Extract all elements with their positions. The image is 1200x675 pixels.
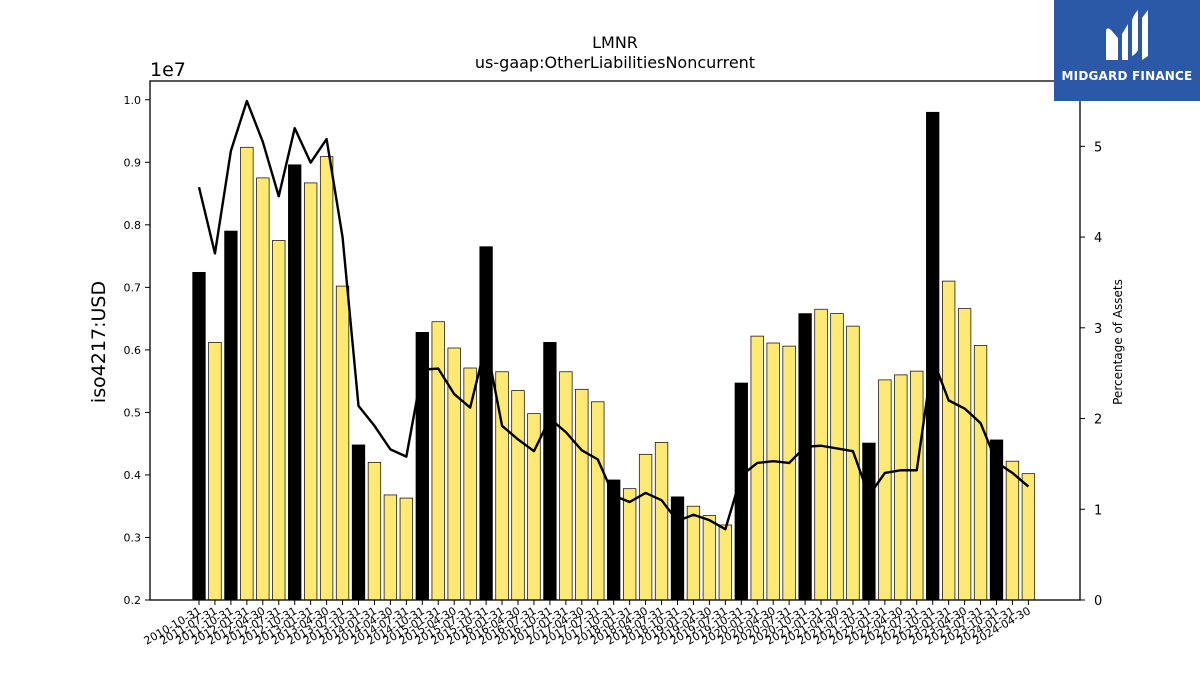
bar-2010-10-31 (192, 271, 206, 601)
bar-2023-07-31 (973, 345, 988, 601)
bar-2016-10-31 (543, 342, 557, 601)
y-tick-label: 0.3 (124, 531, 142, 544)
bar-2014-01-31 (367, 462, 382, 601)
bar-2015-01-31 (431, 321, 445, 601)
y2-axis-label: Percentage of Assets (1111, 279, 1125, 405)
y-tick-label: 0.8 (124, 219, 142, 232)
y2-tick-label: 2 (1094, 413, 1102, 428)
bar-2018-04-30 (638, 453, 653, 601)
y2-tick-label: 4 (1094, 231, 1102, 246)
y-axis-label: iso4217:USD (88, 281, 110, 403)
bar-2012-04-30 (256, 177, 270, 601)
bar-2014-04-30 (383, 494, 398, 601)
y-tick-label: 0.7 (124, 281, 142, 294)
bar-2014-07-31 (399, 497, 413, 601)
bar-2013-04-30 (319, 156, 334, 601)
y-tick-label: 0.9 (124, 156, 142, 169)
bar-2012-07-31 (272, 240, 286, 601)
bar-2017-07-31 (591, 401, 605, 601)
bar-2011-10-31 (224, 230, 238, 601)
y-tick-label: 0.5 (124, 406, 142, 419)
chart-title: LMNR (592, 33, 638, 52)
logo-text: MIDGARD FINANCE (1061, 69, 1193, 83)
bar-2012-01-31 (240, 146, 254, 601)
bar-2015-10-31 (479, 246, 493, 601)
logo: MIDGARD FINANCE (1054, 0, 1200, 101)
bar-2019-07-31 (718, 524, 732, 601)
bar-2022-10-31 (926, 111, 940, 601)
bar-2019-04-30 (702, 515, 717, 601)
y-offset-label: 1e7 (150, 59, 186, 81)
bar-2022-01-31 (878, 379, 892, 601)
chart-subtitle: us-gaap:OtherLiabilitiesNoncurrent (475, 53, 755, 72)
y-tick-label: 1.0 (124, 94, 142, 107)
bar-2023-01-31 (941, 280, 956, 601)
bar-2021-04-30 (830, 313, 844, 601)
y-tick-label: 0.2 (124, 594, 142, 607)
bar-2011-07-31 (208, 342, 222, 601)
bar-2020-04-30 (766, 342, 780, 601)
y2-tick-label: 5 (1094, 140, 1102, 155)
bar-2020-01-31 (750, 335, 764, 601)
bar-2018-01-31 (622, 488, 637, 601)
bar-2024-04-30 (1021, 473, 1036, 601)
bar-2013-07-31 (335, 285, 350, 601)
bar-2021-10-31 (862, 442, 876, 601)
y-tick-label: 0.4 (124, 469, 142, 482)
bar-2016-04-30 (511, 390, 525, 601)
bar-2022-07-31 (910, 370, 924, 601)
bar-2013-10-31 (351, 444, 366, 601)
bar-2018-10-31 (670, 496, 685, 601)
percentage-line (197, 99, 1030, 531)
bar-2017-04-30 (575, 388, 589, 601)
bar-2012-10-31 (288, 164, 302, 601)
y2-tick-label: 3 (1094, 322, 1102, 337)
bar-2017-01-31 (559, 371, 573, 601)
y-tick-label: 0.6 (124, 344, 142, 357)
bar-2019-01-31 (686, 505, 701, 601)
bar-2018-07-31 (654, 442, 669, 601)
plot-frame (149, 80, 1081, 601)
bar-2021-01-31 (814, 308, 828, 601)
y2-tick-label: 0 (1094, 594, 1102, 609)
bar-2020-10-31 (798, 313, 812, 601)
bar-2024-01-31 (1005, 460, 1020, 601)
bar-2023-04-30 (957, 308, 972, 601)
y2-tick-label: 1 (1094, 503, 1102, 518)
midgard-logo-icon (1106, 10, 1148, 60)
bar-2013-01-31 (304, 182, 318, 601)
bar-2022-04-30 (894, 374, 908, 601)
bar-2020-07-31 (782, 345, 796, 601)
